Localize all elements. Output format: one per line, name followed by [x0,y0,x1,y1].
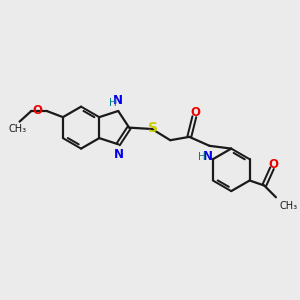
Text: CH₃: CH₃ [8,124,26,134]
Text: N: N [203,150,213,163]
Text: O: O [33,104,43,118]
Text: O: O [190,106,200,119]
Text: N: N [113,94,123,107]
Text: CH₃: CH₃ [279,201,297,211]
Text: H: H [109,98,117,108]
Text: S: S [148,122,158,136]
Text: N: N [113,148,124,161]
Text: H: H [198,152,206,162]
Text: O: O [268,158,278,171]
